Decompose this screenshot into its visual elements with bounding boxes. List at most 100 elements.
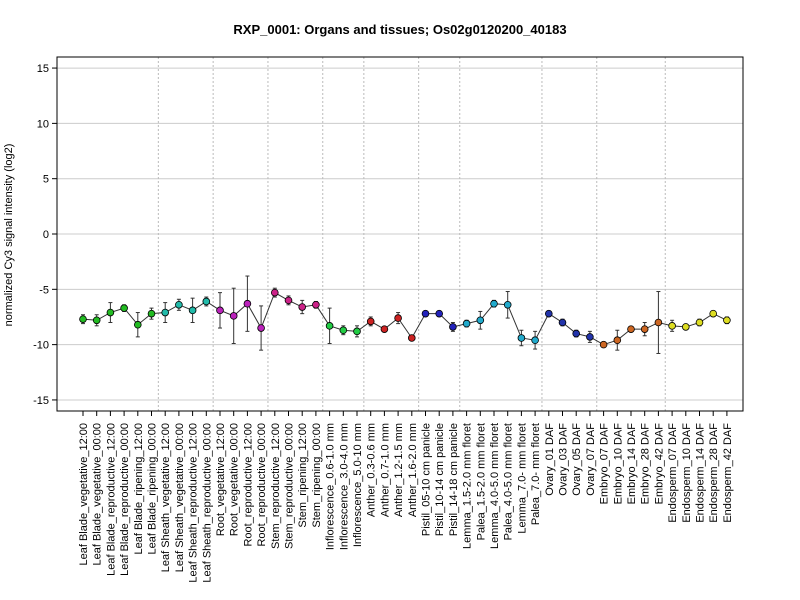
data-point [599,340,608,349]
x-tick-label: Anther_1.6-2.0 mm [407,423,419,517]
data-point [175,300,183,309]
y-tick-label: 15 [37,63,49,75]
data-point [284,296,293,305]
data-point [216,306,224,315]
data-point [503,300,512,309]
data-point [723,316,731,325]
x-tick-label: Embryo_10 DAF [612,423,624,505]
x-tick-label: Embryo_14 DAF [626,423,638,505]
data-point [462,319,471,328]
data-point [558,318,567,327]
data-point [243,299,252,308]
y-tick-label: -15 [33,395,49,407]
x-tick-label: Embryo_42 DAF [653,423,665,505]
y-axis: -15 -10 -5 0 5 10 15 [33,57,58,411]
x-tick-label: Ovary_05 DAF [571,423,583,496]
data-point [79,315,87,323]
data-point [476,316,485,325]
x-tick-label: Endosperm_14 DAF [695,423,707,523]
y-tick-label: 10 [37,118,49,130]
data-point [586,333,594,341]
x-tick-label: Root_reproductive_12:00 [242,423,254,547]
data-point [325,322,334,330]
data-point [435,309,444,318]
data-point [353,327,361,336]
data-point [366,317,375,326]
x-tick-label: Leaf Blade_reproductive_00:00 [119,423,131,576]
data-point [229,312,238,320]
x-tick-label: Leaf Blade_ripening_12:00 [133,423,145,555]
x-tick-label: Palea_4.0-5.0 mm floret [503,423,515,540]
series-polyline [82,291,728,346]
y-tick-label: 5 [43,174,49,186]
x-tick-label: Endosperm_42 DAF [722,423,734,523]
data-point [544,309,553,318]
x-tick-label: Anther_0.3-0.6 mm [366,423,378,517]
y-axis-label: normalized Cy3 signal intensity (log2) [3,144,15,327]
x-tick-label: Lemma_4.0-5.0 mm floret [489,423,501,549]
x-tick-label: Embryo_28 DAF [640,423,652,505]
x-tick-label: Leaf Sheath_reproductive_00:00 [201,423,213,583]
data-point [298,303,307,311]
data-point [202,297,211,306]
x-tick-label: Pistil_05-10 cm panicle [421,423,433,536]
data-point [106,308,115,317]
x-tick-label: Leaf Blade_reproductive_12:00 [105,423,117,576]
x-tick-label: Leaf Sheath_vegetative_00:00 [174,423,186,572]
x-tick-label: Anther_1.2-1.5 mm [393,423,405,517]
x-tick-label: Inflorescence_0.6-1.0 mm [325,423,337,550]
x-tick-label: Stem_ripening_12:00 [297,423,309,528]
x-tick-label: Leaf Sheath_reproductive_12:00 [188,423,200,583]
data-point [421,309,430,318]
data-point [394,314,402,322]
x-tick-labels: Leaf Blade_vegetative_12:00 Leaf Blade_ve… [78,411,734,583]
data-point [640,325,649,333]
x-tick-label: Leaf Blade_ripening_00:00 [147,423,159,555]
data-point [517,334,526,342]
x-tick-label: Endosperm_07 DAF [667,423,679,523]
data-point [627,325,635,333]
grid-layer [57,57,743,411]
x-tick-label: Lemma_1.5-2.0 mm floret [462,423,474,549]
data-point [572,329,580,338]
x-tick-label: Root_vegetative_12:00 [215,423,227,536]
chart-title: RXP_0001: Organs and tissues; Os02g01202… [233,22,566,37]
data-point [134,320,142,329]
data-point [449,323,457,331]
data-point [120,304,128,312]
data-point [681,323,690,331]
data-point [490,299,498,308]
y-tick-label: -10 [33,340,49,352]
series-line [82,291,728,346]
x-tick-label: Pistil_10-14 cm panicle [434,423,446,536]
x-tick-label: Ovary_03 DAF [558,423,570,496]
data-point [147,309,156,318]
x-tick-label: Anther_0.7-1.0 mm [379,423,391,517]
data-point [92,316,101,325]
data-point [407,334,416,342]
data-point [339,326,348,335]
x-tick-label: Palea_1.5-2.0 mm floret [475,423,487,540]
x-tick-label: Lemma_7.0- mm floret [516,423,528,534]
data-point [668,322,676,330]
x-tick-label: Inflorescence_5.0-10 mm [352,423,364,547]
x-tick-label: Leaf Sheath_vegetative_12:00 [160,423,172,572]
x-tick-label: Root_reproductive_00:00 [256,423,268,547]
x-tick-label: Root_vegetative_00:00 [229,423,241,536]
plot-frame [56,56,744,412]
x-tick-label: Pistil_14-18 cm panicle [448,423,460,536]
y-tick-label: -5 [39,284,49,296]
x-tick-label: Leaf Blade_vegetative_12:00 [78,423,90,566]
data-point [380,325,389,333]
data-point [161,308,170,317]
x-tick-label: Leaf Blade_vegetative_00:00 [92,423,104,566]
data-point [613,336,622,345]
x-tick-label: Ovary_07 DAF [585,423,597,496]
x-tick-label: Inflorescence_3.0-4.0 mm [338,423,350,550]
data-point [257,324,265,332]
data-point [188,306,197,315]
x-tick-label: Endosperm_10 DAF [681,423,693,523]
data-point [709,309,717,318]
x-tick-label: Ovary_01 DAF [544,423,556,496]
